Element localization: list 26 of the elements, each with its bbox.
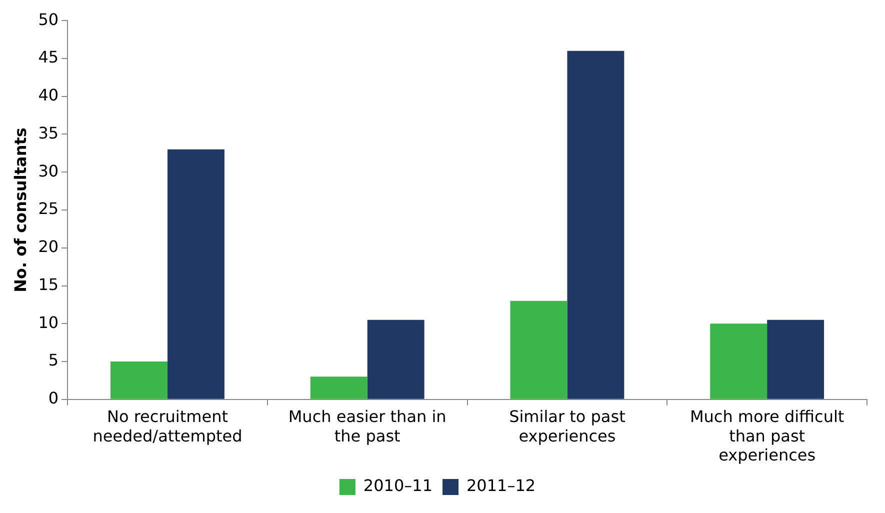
legend-label: 2010–11 bbox=[363, 476, 432, 496]
bar bbox=[310, 376, 368, 399]
y-tick-label: 5 bbox=[48, 350, 59, 370]
y-tick-label: 20 bbox=[38, 237, 59, 256]
x-tick-label: No recruitment needed/attempted bbox=[92, 407, 242, 446]
y-tick-label: 35 bbox=[38, 123, 59, 142]
y-tick-label: 45 bbox=[38, 48, 59, 67]
bar bbox=[367, 320, 424, 399]
y-tick-label: 15 bbox=[38, 274, 59, 294]
y-tick-label: 50 bbox=[38, 10, 59, 29]
x-tick-label: Much more difficult than past experiences bbox=[690, 407, 844, 465]
y-tick-label: 25 bbox=[38, 199, 59, 218]
bar bbox=[567, 50, 624, 399]
y-tick-label: 10 bbox=[38, 312, 59, 332]
legend-label: 2011–12 bbox=[466, 476, 536, 496]
bar bbox=[167, 149, 224, 399]
x-tick-label: Similar to past experiences bbox=[509, 407, 626, 446]
bar bbox=[710, 324, 768, 399]
y-tick-label: 30 bbox=[38, 161, 59, 180]
x-tick-label: Much easier than in the past bbox=[288, 407, 446, 446]
bar bbox=[110, 362, 168, 399]
y-axis-title: No. of consultants bbox=[10, 128, 30, 292]
bar bbox=[510, 300, 568, 399]
bar bbox=[767, 320, 824, 399]
y-tick-label: 40 bbox=[38, 86, 59, 105]
y-tick-label: 0 bbox=[48, 388, 59, 408]
